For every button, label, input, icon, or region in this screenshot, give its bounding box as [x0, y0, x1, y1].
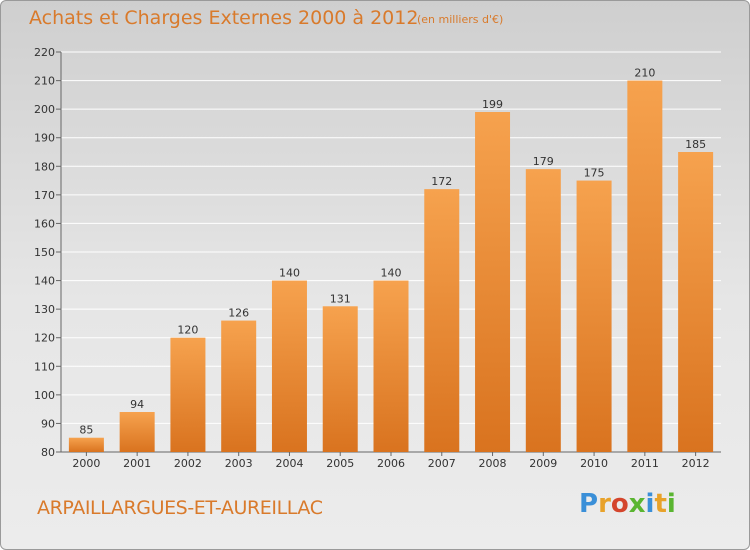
data-label-2003: 126: [228, 307, 249, 320]
data-label-2005: 131: [330, 292, 351, 305]
x-tick-label-2012: 2012: [682, 457, 710, 470]
brand-letter: i: [666, 489, 676, 519]
bar-2001[interactable]: [119, 412, 155, 452]
y-tick-label: 140: [34, 275, 55, 288]
y-tick-label: 170: [34, 189, 55, 202]
y-tick-label: 200: [34, 103, 55, 116]
bar-2009[interactable]: [525, 169, 561, 452]
y-tick-label: 80: [41, 446, 55, 459]
data-label-2010: 175: [584, 167, 605, 180]
x-tick-label-2010: 2010: [580, 457, 608, 470]
bar-2006[interactable]: [373, 280, 409, 452]
data-label-2006: 140: [381, 267, 402, 280]
x-tick-label-2009: 2009: [529, 457, 557, 470]
x-tick-label-2002: 2002: [174, 457, 202, 470]
bar-2000[interactable]: [68, 437, 104, 452]
proxiti-logo[interactable]: Proxiti: [579, 489, 676, 519]
bar-2004[interactable]: [271, 280, 307, 452]
brand-letter: r: [598, 489, 611, 519]
data-label-2011: 210: [634, 67, 655, 80]
data-label-2012: 185: [685, 138, 706, 151]
data-label-2007: 172: [431, 175, 452, 188]
bar-2008[interactable]: [475, 112, 511, 452]
y-tick-label: 110: [34, 360, 55, 373]
y-tick-label: 130: [34, 303, 55, 316]
data-label-2001: 94: [130, 398, 144, 411]
y-tick-label: 180: [34, 160, 55, 173]
chart-title: Achats et Charges Externes 2000 à 2012: [29, 7, 419, 29]
y-tick-label: 160: [34, 217, 55, 230]
y-tick-label: 210: [34, 75, 55, 88]
x-tick-label-2003: 2003: [225, 457, 253, 470]
y-tick-label: 220: [34, 46, 55, 59]
y-tick-label: 190: [34, 132, 55, 145]
y-tick-label: 100: [34, 389, 55, 402]
bar-2003[interactable]: [221, 320, 257, 452]
brand-letter: t: [654, 489, 667, 519]
data-label-2009: 179: [533, 155, 554, 168]
x-tick-label-2005: 2005: [326, 457, 354, 470]
brand-letter: i: [645, 489, 655, 519]
bar-2002[interactable]: [170, 337, 206, 452]
brand-letter: o: [610, 489, 629, 519]
x-tick-label-2007: 2007: [428, 457, 456, 470]
brand-letter: P: [579, 489, 599, 519]
bar-2012[interactable]: [678, 152, 714, 452]
x-tick-label-2006: 2006: [377, 457, 405, 470]
x-tick-label-2008: 2008: [479, 457, 507, 470]
y-tick-label: 150: [34, 246, 55, 259]
data-label-2002: 120: [177, 324, 198, 337]
bar-2005[interactable]: [322, 306, 358, 452]
bar-2011[interactable]: [627, 80, 663, 453]
data-label-2004: 140: [279, 267, 300, 280]
x-tick-label-2011: 2011: [631, 457, 659, 470]
brand-letter: x: [628, 489, 646, 519]
chart-subtitle: (en milliers d'€): [417, 13, 504, 26]
y-tick-label: 90: [41, 417, 55, 430]
x-tick-label-2004: 2004: [275, 457, 303, 470]
bar-2007[interactable]: [424, 189, 460, 452]
data-label-2000: 85: [79, 424, 93, 437]
bar-2010[interactable]: [576, 180, 612, 453]
data-label-2008: 199: [482, 98, 503, 111]
x-tick-label-2001: 2001: [123, 457, 151, 470]
y-tick-label: 120: [34, 332, 55, 345]
x-tick-label-2000: 2000: [72, 457, 100, 470]
commune-name: ARPAILLARGUES-ET-AUREILLAC: [37, 497, 323, 519]
